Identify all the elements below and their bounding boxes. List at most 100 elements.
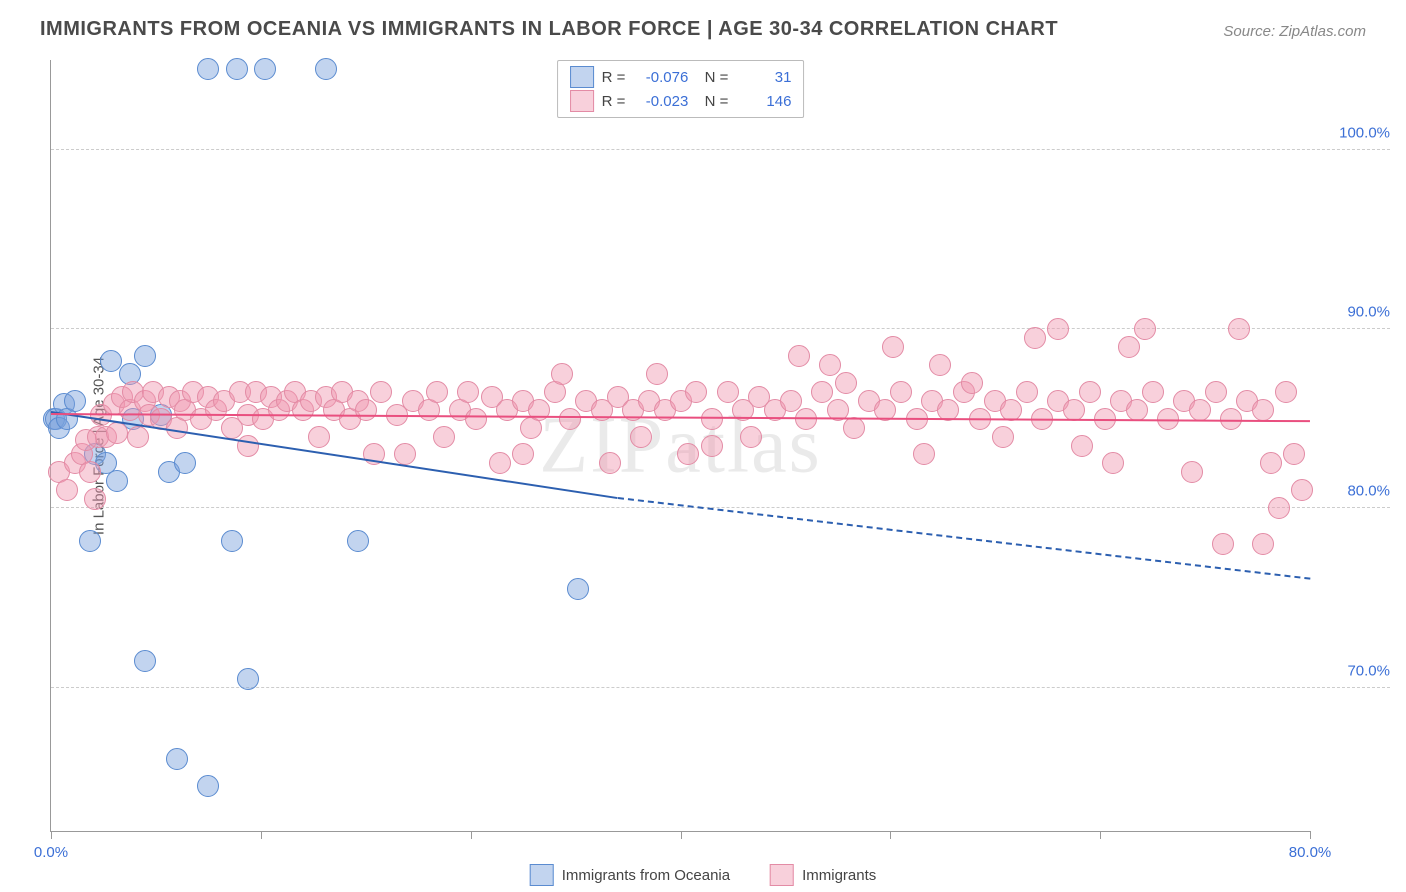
x-tick: [681, 831, 682, 839]
data-point: [780, 390, 802, 412]
data-point: [677, 443, 699, 465]
x-tick: [261, 831, 262, 839]
x-tick: [890, 831, 891, 839]
r-value-oceania: -0.076: [633, 69, 688, 86]
data-point: [1181, 461, 1203, 483]
x-tick: [1310, 831, 1311, 839]
source-name: ZipAtlas.com: [1279, 23, 1366, 40]
r-value-immigrants: -0.023: [633, 93, 688, 110]
data-point: [1189, 399, 1211, 421]
legend-item-oceania: Immigrants from Oceania: [530, 864, 730, 886]
data-point: [226, 58, 248, 80]
data-point: [567, 578, 589, 600]
legend-label-immigrants: Immigrants: [802, 867, 876, 884]
data-point: [174, 452, 196, 474]
data-point: [237, 668, 259, 690]
data-point: [1134, 318, 1156, 340]
data-point: [913, 443, 935, 465]
data-point: [1102, 452, 1124, 474]
data-point: [221, 530, 243, 552]
data-point: [134, 650, 156, 672]
data-point: [1260, 452, 1282, 474]
data-point: [843, 417, 865, 439]
data-point: [1118, 336, 1140, 358]
data-point: [1252, 533, 1274, 555]
data-point: [355, 399, 377, 421]
page-title: IMMIGRANTS FROM OCEANIA VS IMMIGRANTS IN…: [40, 18, 1058, 41]
x-tick: [1100, 831, 1101, 839]
data-point: [79, 461, 101, 483]
data-point: [890, 381, 912, 403]
data-point: [1252, 399, 1274, 421]
data-point: [197, 58, 219, 80]
y-tick-label: 100.0%: [1320, 124, 1390, 141]
data-point: [84, 488, 106, 510]
data-point: [1275, 381, 1297, 403]
correlation-chart: ZIPatlas R = -0.076 N = 31 R = -0.023 N …: [50, 60, 1310, 832]
data-point: [701, 435, 723, 457]
data-point: [788, 345, 810, 367]
data-point: [559, 408, 581, 430]
data-point: [717, 381, 739, 403]
series-legend: Immigrants from Oceania Immigrants: [530, 864, 877, 886]
legend-swatch-oceania: [530, 864, 554, 886]
data-point: [457, 381, 479, 403]
legend-item-immigrants: Immigrants: [770, 864, 876, 886]
data-point: [929, 354, 951, 376]
data-point: [1024, 327, 1046, 349]
data-point: [835, 372, 857, 394]
data-point: [1142, 381, 1164, 403]
r-label: R =: [602, 69, 626, 86]
n-label: N =: [696, 93, 728, 110]
data-point: [254, 58, 276, 80]
data-point: [347, 530, 369, 552]
stats-row-immigrants: R = -0.023 N = 146: [570, 89, 792, 113]
data-point: [426, 381, 448, 403]
swatch-immigrants: [570, 90, 594, 112]
data-point: [315, 58, 337, 80]
data-point: [630, 426, 652, 448]
y-tick-label: 90.0%: [1320, 303, 1390, 320]
legend-label-oceania: Immigrants from Oceania: [562, 867, 730, 884]
data-point: [1205, 381, 1227, 403]
data-point: [1268, 497, 1290, 519]
gridline: [51, 149, 1390, 150]
r-label: R =: [602, 93, 626, 110]
data-point: [166, 748, 188, 770]
data-point: [1079, 381, 1101, 403]
trend-line-extrapolated: [617, 497, 1310, 580]
stats-row-oceania: R = -0.076 N = 31: [570, 65, 792, 89]
data-point: [961, 372, 983, 394]
x-tick: [471, 831, 472, 839]
swatch-oceania: [570, 66, 594, 88]
stats-legend: R = -0.076 N = 31 R = -0.023 N = 146: [557, 60, 805, 118]
data-point: [1291, 479, 1313, 501]
data-point: [1016, 381, 1038, 403]
data-point: [433, 426, 455, 448]
data-point: [1228, 318, 1250, 340]
data-point: [599, 452, 621, 474]
legend-swatch-immigrants: [770, 864, 794, 886]
data-point: [1126, 399, 1148, 421]
x-tick-label: 0.0%: [34, 844, 68, 861]
n-label: N =: [696, 69, 728, 86]
data-point: [370, 381, 392, 403]
data-point: [1000, 399, 1022, 421]
data-point: [134, 345, 156, 367]
data-point: [127, 426, 149, 448]
data-point: [811, 381, 833, 403]
data-point: [1047, 318, 1069, 340]
data-point: [740, 426, 762, 448]
data-point: [512, 443, 534, 465]
data-point: [394, 443, 416, 465]
n-value-immigrants: 146: [736, 93, 791, 110]
data-point: [56, 479, 78, 501]
data-point: [685, 381, 707, 403]
data-point: [1283, 443, 1305, 465]
y-tick-label: 80.0%: [1320, 483, 1390, 500]
data-point: [992, 426, 1014, 448]
data-point: [646, 363, 668, 385]
data-point: [237, 435, 259, 457]
x-tick-label: 80.0%: [1289, 844, 1332, 861]
data-point: [197, 775, 219, 797]
